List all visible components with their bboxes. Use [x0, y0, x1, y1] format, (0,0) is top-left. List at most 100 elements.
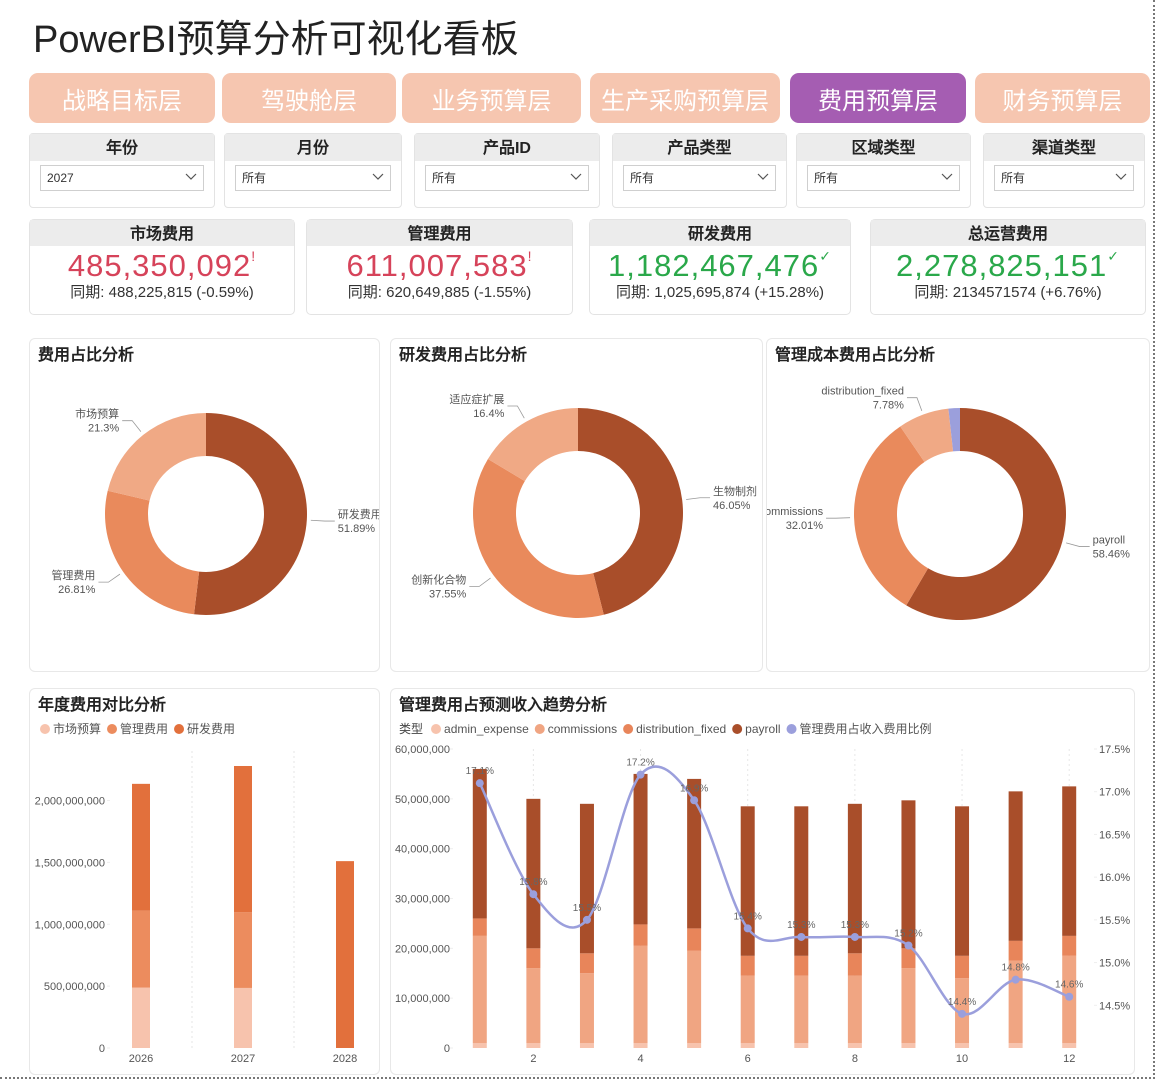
bar-segment: [579, 953, 594, 974]
legend-marker: [534, 724, 545, 734]
bar-segment: [526, 968, 541, 1044]
kpi-label: 管理费用: [307, 220, 572, 246]
filter-label: 渠道类型: [984, 134, 1144, 161]
bar-segment: [633, 945, 648, 1044]
bar-segment: [132, 783, 150, 911]
legend-label: 市场预算: [53, 721, 101, 736]
bar-segment: [579, 1043, 594, 1048]
data-label: 14.4%: [948, 997, 976, 1008]
line-point: [475, 779, 484, 788]
page-title: PowerBI预算分析可视化看板: [33, 19, 519, 61]
bar-segment: [234, 987, 252, 1048]
leader-line: [1066, 542, 1090, 547]
nav-tab[interactable]: 费用预算层: [790, 73, 966, 123]
chevron: [570, 173, 582, 180]
y-tick-label: 2,000,000,000: [35, 796, 105, 808]
y-tick-label: 60,000,000: [395, 744, 450, 756]
legend-marker: [623, 724, 634, 734]
filter-value: 所有: [242, 171, 267, 185]
x-tick-label: 8: [852, 1053, 858, 1065]
slice-label: 研发费用: [338, 507, 379, 521]
kpi-comparison: 同期: 1,025,695,874 (+15.28%): [615, 284, 825, 301]
donut-slice: [487, 408, 578, 482]
filter-value: 所有: [630, 171, 655, 185]
bar-segment: [472, 768, 487, 919]
bar-segment: [955, 806, 970, 956]
data-label: 17.2%: [626, 758, 654, 769]
chart-panel: 研发费用占比分析 生物制剂 46.05% 创新化合物 37.55% 适应症扩展 16.4%: [390, 338, 763, 672]
filter-dropdown[interactable]: 所有: [623, 165, 776, 191]
nav-tab[interactable]: 生产采购预算层: [590, 73, 780, 123]
bar-segment: [794, 955, 809, 976]
filter-slicer: 年份 2027: [29, 133, 215, 208]
filter-dropdown[interactable]: 2027: [40, 165, 204, 191]
kpi-card: 研发费用 1,182,467,476✓ 同期: 1,025,695,874 (+15…: [589, 219, 851, 315]
slice-value-label: 46.05%: [713, 500, 751, 512]
data-label: 15.2%: [894, 928, 922, 939]
slice-label: 适应症扩展: [449, 392, 504, 406]
y-tick-label: 500,000,000: [44, 981, 105, 993]
bar-segment: [1062, 1043, 1077, 1048]
chevron-path: [757, 173, 769, 180]
filter-slicer: 产品类型 所有: [612, 133, 787, 208]
line-point: [690, 796, 699, 805]
chart-title: 费用占比分析: [38, 345, 134, 364]
filter-dropdown[interactable]: 所有: [425, 165, 589, 191]
chart-panel: 管理费用占预测收入趋势分析 类型 admin_expense commissions d…: [390, 688, 1135, 1075]
donut-slice: [854, 426, 929, 606]
y-tick-label: 0: [99, 1043, 105, 1055]
bar-segment: [955, 1043, 970, 1048]
slice-value-label: 26.81%: [58, 584, 96, 596]
line-point: [743, 924, 752, 933]
bar-segment: [901, 800, 916, 949]
bar-segment: [472, 918, 487, 936]
slice-label: commissions: [767, 506, 824, 518]
nav-tab[interactable]: 驾驶舱层: [222, 73, 396, 123]
bar-segment: [687, 1043, 702, 1048]
bar-segment: [847, 953, 862, 976]
data-label: 15.5%: [573, 903, 601, 914]
nav-tab[interactable]: 业务预算层: [402, 73, 581, 123]
legend-label: 管理费用占收入费用比例: [800, 721, 932, 736]
filter-slicer: 区域类型 所有: [796, 133, 971, 208]
bar-segment: [740, 975, 755, 1044]
slice-label: 市场预算: [75, 407, 119, 421]
bar-segment: [901, 948, 916, 969]
chevron: [757, 173, 769, 180]
bar-segment: [633, 1043, 648, 1048]
filter-dropdown[interactable]: 所有: [235, 165, 391, 191]
filter-dropdown[interactable]: 所有: [807, 165, 960, 191]
filter-slicer: 月份 所有: [224, 133, 402, 208]
data-label: 15.4%: [734, 911, 762, 922]
x-tick-label: 2: [530, 1053, 536, 1065]
bar-segment: [794, 806, 809, 956]
bar-segment: [687, 950, 702, 1044]
kpi-comparison: 同期: 620,649,885 (-1.55%): [347, 284, 532, 301]
x-tick-label: 2026: [129, 1053, 153, 1065]
slice-value-label: 37.55%: [429, 588, 467, 600]
bar-segment: [687, 778, 702, 929]
filter-value: 所有: [432, 171, 457, 185]
filter-dropdown[interactable]: 所有: [994, 165, 1134, 191]
bar-segment: [472, 935, 487, 1044]
kpi-label: 总运营费用: [871, 220, 1145, 246]
chart: 管理成本费用占比分析 payroll 58.46% commissions 32.01%…: [767, 345, 1130, 620]
y-tick-label: 1,000,000,000: [35, 919, 105, 931]
bar-segment: [132, 987, 150, 1048]
kpi-value-row: 485,350,092!: [30, 248, 294, 284]
bar-segment: [740, 1043, 755, 1048]
data-label: 14.8%: [1001, 963, 1029, 974]
donut-slice: [194, 413, 307, 615]
nav-tab[interactable]: 财务预算层: [975, 73, 1150, 123]
data-label: 16.9%: [680, 783, 708, 794]
line-point: [1065, 992, 1074, 1001]
bar-segment: [847, 803, 862, 954]
nav-tab[interactable]: 战略目标层: [29, 73, 215, 123]
leader-line: [686, 497, 711, 500]
kpi-value: 1,182,467,476: [608, 248, 820, 283]
chevron-path: [185, 173, 197, 180]
